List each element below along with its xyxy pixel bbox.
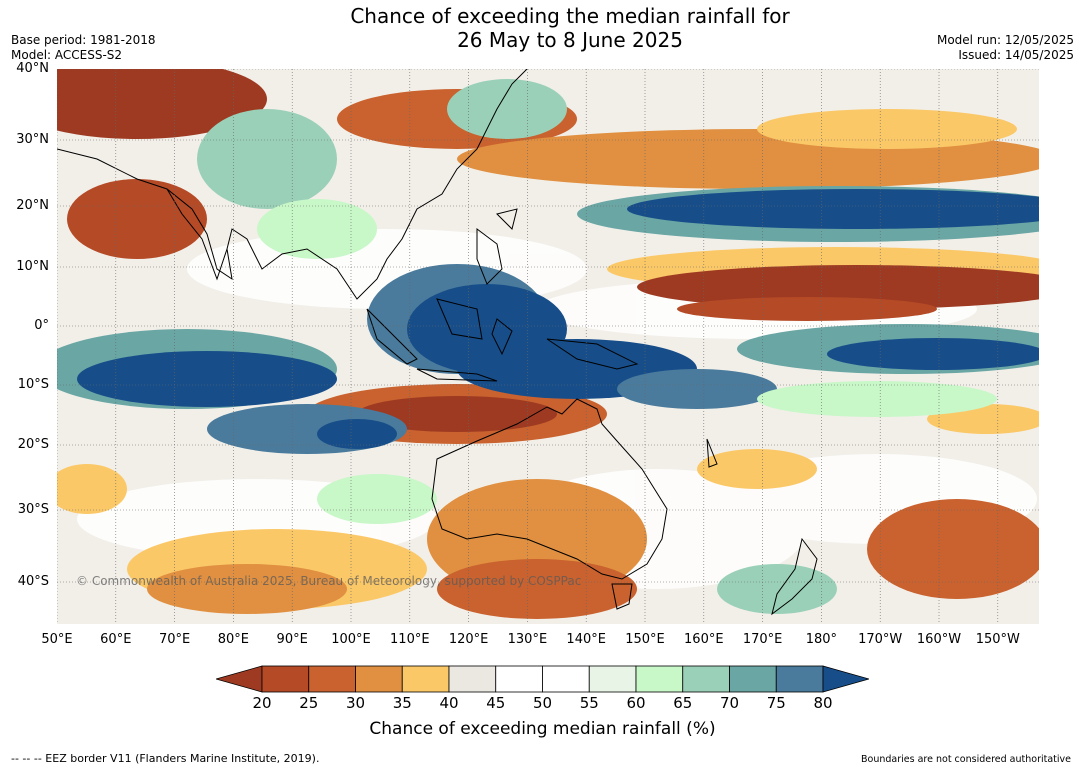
australia-outline [431, 398, 668, 580]
colorbar-tick: 20 [252, 694, 272, 712]
colorbar-segment [495, 665, 543, 693]
lat-label: 10°N [16, 259, 49, 274]
lon-label: 100°E [331, 632, 371, 647]
boundaries-disclaimer: Boundaries are not considered authoritat… [861, 754, 1071, 765]
wet-areas [57, 79, 1039, 614]
lon-label: 150°E [625, 632, 665, 647]
colorbar-segment [729, 665, 777, 693]
lon-label: 180° [805, 632, 838, 647]
colorbar-tick: 55 [579, 694, 599, 712]
colorbar-tick: 40 [439, 694, 459, 712]
colorbar-segment [588, 665, 637, 693]
model-run: Model run: 12/05/2025 [936, 33, 1074, 47]
colorbar-tick: 80 [813, 694, 833, 712]
title-line-1: Chance of exceeding the median rainfall … [350, 4, 790, 28]
colorbar-segment [635, 665, 684, 693]
lat-label: 40°N [16, 61, 49, 76]
lon-label: 170°E [742, 632, 783, 647]
colorbar-tick: 35 [392, 694, 412, 712]
lon-label: 120°E [448, 632, 489, 647]
lat-label: 20°N [16, 198, 49, 213]
base-period: Base period: 1981-2018 [11, 33, 156, 47]
map-svg [57, 69, 1039, 624]
colorbar-segment [682, 665, 730, 693]
asia-outline [57, 69, 528, 300]
copyright-notice: © Commonwealth of Australia 2025, Bureau… [76, 574, 582, 588]
new-zealand-outline [771, 537, 818, 616]
lon-label: 110°E [390, 632, 430, 647]
indian-subcontinent-outline [166, 188, 228, 281]
meta-right: Model run: 12/05/2025 Issued: 14/05/2025 [937, 33, 1074, 63]
colorbar-tick: 75 [766, 694, 786, 712]
colorbar-segment [401, 665, 450, 693]
colorbar-tick: 60 [626, 694, 646, 712]
model-name: Model: ACCESS-S2 [11, 48, 123, 62]
colorbar-segment [308, 665, 356, 693]
meta-left: Base period: 1981-2018 Model: ACCESS-S2 [11, 33, 156, 63]
lat-label: 20°S [17, 437, 49, 452]
issued-date: Issued: 14/05/2025 [958, 48, 1074, 62]
lat-label: 40°S [17, 574, 49, 589]
colorbar-segment [448, 665, 497, 693]
colorbar-high-extend [822, 665, 869, 693]
tasmania-outline [611, 583, 633, 610]
lon-label: 130°E [507, 632, 548, 647]
colorbar-segment [542, 665, 590, 693]
lat-label: 30°N [16, 132, 49, 147]
colorbar-tick: 30 [345, 694, 366, 712]
lat-label: 30°S [17, 502, 49, 517]
rainfall-map [57, 69, 1039, 624]
colorbar-segment [355, 665, 403, 693]
eez-border-note: -- -- -- EEZ border V11 (Flanders Marine… [11, 752, 320, 765]
lon-label: 90°E [276, 632, 308, 647]
gridlines [57, 69, 1039, 624]
colorbar-tick: 25 [299, 694, 319, 712]
lon-label: 70°E [158, 632, 191, 647]
maritime-islands [366, 208, 718, 468]
colorbar-tick: 70 [719, 694, 740, 712]
colorbar-segment [261, 665, 310, 693]
lon-label: 160°E [684, 632, 724, 647]
lon-label: 150°W [975, 632, 1020, 647]
lon-label: 60°E [100, 632, 132, 647]
colorbar-tick: 65 [673, 694, 693, 712]
map-title: Chance of exceeding the median rainfall … [240, 4, 900, 52]
lon-label: 140°E [566, 632, 606, 647]
colorbar-tick: 45 [486, 694, 506, 712]
lon-label: 80°E [217, 632, 250, 647]
colorbar-tick: 50 [532, 694, 553, 712]
colorbar-segment [775, 665, 824, 693]
dry-areas [57, 69, 1039, 619]
colorbar [216, 665, 869, 693]
colorbar-low-extend [216, 665, 263, 693]
title-line-2: 26 May to 8 June 2025 [457, 28, 683, 52]
lon-label: 50°E [41, 632, 73, 647]
lon-label: 170°W [858, 632, 903, 647]
lon-label: 160°W [916, 632, 962, 647]
lat-label: 10°S [17, 377, 49, 392]
colorbar-label: Chance of exceeding median rainfall (%) [369, 719, 716, 739]
lat-label: 0° [34, 318, 49, 333]
